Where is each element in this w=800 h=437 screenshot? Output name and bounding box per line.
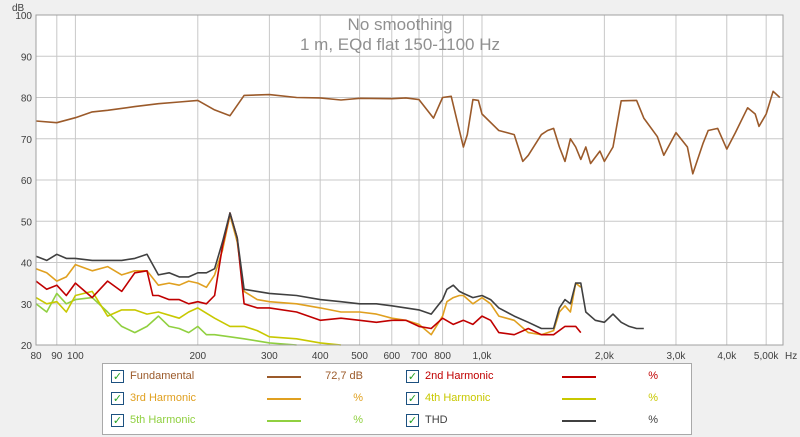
legend-row: ✓ 3rd Harmonic % ✓ 4th Harmonic %: [103, 389, 691, 411]
legend-label-5th-harmonic: 5th Harmonic: [130, 414, 196, 426]
y-tick-label: 70: [21, 135, 33, 146]
legend-swatch-2nd-harmonic: [562, 376, 596, 378]
series-line-5th-harmonic: [35, 292, 297, 346]
legend-value-fundamental: 72,7 dB: [325, 370, 363, 382]
legend-entry-3rd-harmonic[interactable]: ✓ 3rd Harmonic %: [103, 389, 393, 411]
legend-swatch-3rd-harmonic: [267, 398, 301, 400]
legend-value-2nd-harmonic: %: [648, 370, 658, 382]
series-lines: [35, 90, 781, 346]
x-tick-label: 1,0k: [473, 351, 493, 362]
x-tick-label: 400: [312, 351, 329, 362]
series-line-4th-harmonic: [35, 290, 342, 346]
legend-value-4th-harmonic: %: [648, 392, 658, 404]
legend-entry-5th-harmonic[interactable]: ✓ 5th Harmonic %: [103, 411, 393, 433]
x-tick-label: 90: [51, 351, 63, 362]
legend-swatch-5th-harmonic: [267, 420, 301, 422]
grid-lines: [35, 14, 783, 346]
4th-harmonic-checkbox[interactable]: ✓: [406, 392, 419, 405]
x-tick-label: 800: [434, 351, 451, 362]
x-tick-label: 2,0k: [595, 351, 615, 362]
series-line-2nd-harmonic: [35, 212, 582, 336]
plot-border: [35, 14, 784, 346]
x-tick-label: 100: [67, 351, 84, 362]
x-tick-label: 300: [261, 351, 278, 362]
legend-entry-2nd-harmonic[interactable]: ✓ 2nd Harmonic %: [398, 367, 688, 389]
series-line-fundamental: [35, 90, 781, 175]
legend-swatch-thd: [562, 420, 596, 422]
x-tick-label: 3,0k: [667, 351, 687, 362]
thd-checkbox[interactable]: ✓: [406, 414, 419, 427]
legend-label-4th-harmonic: 4th Harmonic: [425, 392, 491, 404]
legend-row: ✓ 5th Harmonic % ✓ THD %: [103, 411, 691, 433]
x-tick-label: 4,0k: [717, 351, 737, 362]
y-tick-label: 30: [21, 300, 33, 311]
legend-swatch-fundamental: [267, 376, 301, 378]
chart-title: No smoothing: [348, 15, 453, 34]
legend-entry-thd[interactable]: ✓ THD %: [398, 411, 688, 433]
legend-swatch-4th-harmonic: [562, 398, 596, 400]
fundamental-checkbox[interactable]: ✓: [111, 370, 124, 383]
x-tick-label: 80: [30, 351, 42, 362]
x-axis-label: Hz: [785, 351, 797, 362]
x-tick-label: 500: [351, 351, 368, 362]
legend-label-thd: THD: [425, 414, 448, 426]
legend-panel: ✓ Fundamental 72,7 dB ✓ 2nd Harmonic % ✓…: [102, 363, 692, 435]
x-tick-label: 200: [189, 351, 206, 362]
2nd-harmonic-checkbox[interactable]: ✓: [406, 370, 419, 383]
legend-value-5th-harmonic: %: [353, 414, 363, 426]
chart-subtitle: 1 m, EQd flat 150-1100 Hz: [300, 35, 500, 54]
legend-label-fundamental: Fundamental: [130, 370, 195, 382]
3rd-harmonic-checkbox[interactable]: ✓: [111, 392, 124, 405]
legend-value-thd: %: [648, 414, 658, 426]
y-tick-label: 100: [15, 11, 32, 22]
axes: 20 30 40 50 60 70 80 90 100 80 90 100 200 300 400 500 60…: [15, 11, 784, 362]
x-tick-label: 600: [383, 351, 400, 362]
legend-value-3rd-harmonic: %: [353, 392, 363, 404]
y-tick-label: 50: [21, 217, 33, 228]
y-tick-label: 80: [21, 94, 33, 105]
series-line-3rd-harmonic: [35, 214, 582, 336]
y-tick-label: 60: [21, 176, 33, 187]
legend-row: ✓ Fundamental 72,7 dB ✓ 2nd Harmonic %: [103, 367, 691, 389]
y-tick-label: 90: [21, 52, 33, 63]
series-line-thd: [35, 212, 644, 330]
legend-label-3rd-harmonic: 3rd Harmonic: [130, 392, 197, 404]
x-tick-label: 5,00k: [754, 351, 779, 362]
5th-harmonic-checkbox[interactable]: ✓: [111, 414, 124, 427]
x-tick-label: 700: [411, 351, 428, 362]
legend-entry-4th-harmonic[interactable]: ✓ 4th Harmonic %: [398, 389, 688, 411]
y-axis-label: dB: [12, 3, 25, 14]
legend-label-2nd-harmonic: 2nd Harmonic: [425, 370, 494, 382]
y-tick-label: 40: [21, 259, 33, 270]
legend-entry-fundamental[interactable]: ✓ Fundamental 72,7 dB: [103, 367, 393, 389]
y-tick-label: 20: [21, 341, 33, 352]
